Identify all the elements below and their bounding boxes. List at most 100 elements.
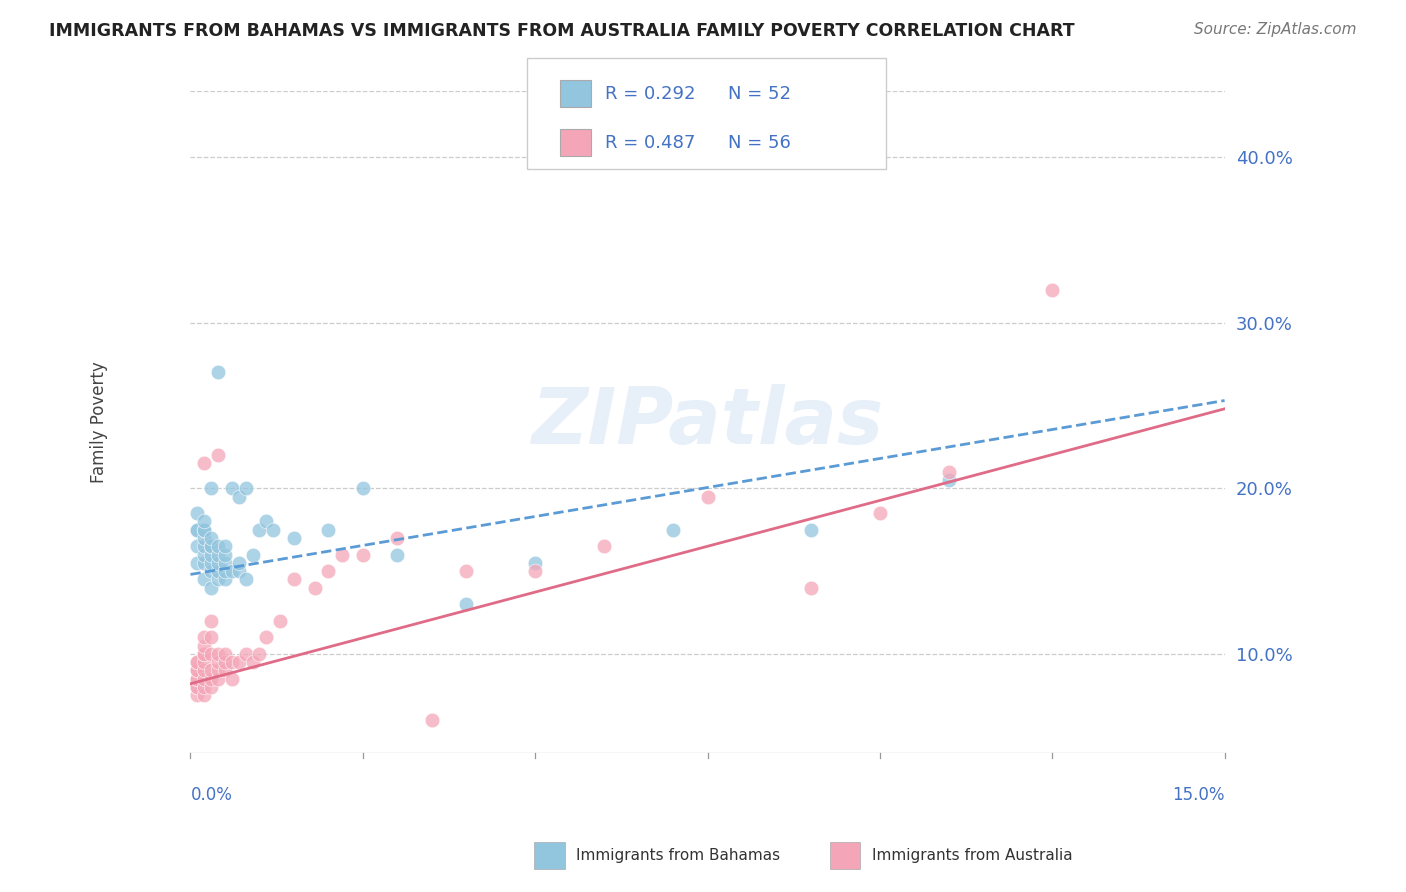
Point: [938, 465, 960, 479]
Text: 15.0%: 15.0%: [1173, 787, 1225, 805]
Text: Family Poverty: Family Poverty: [90, 361, 108, 483]
Point: [228, 655, 250, 669]
Point: [207, 539, 229, 553]
Point: [214, 556, 236, 570]
Point: [221, 672, 243, 686]
Point: [304, 581, 326, 595]
Point: [207, 564, 229, 578]
Point: [214, 664, 236, 678]
Text: Source: ZipAtlas.com: Source: ZipAtlas.com: [1194, 22, 1357, 37]
Text: Immigrants from Australia: Immigrants from Australia: [872, 848, 1073, 863]
Point: [193, 548, 215, 562]
Point: [214, 647, 236, 661]
Point: [186, 655, 208, 669]
Point: [228, 490, 250, 504]
Point: [235, 647, 257, 661]
Point: [200, 581, 222, 595]
Point: [330, 548, 353, 562]
Point: [200, 664, 222, 678]
Point: [318, 523, 340, 537]
Point: [193, 539, 215, 553]
Point: [193, 689, 215, 703]
Point: [214, 573, 236, 587]
Point: [200, 531, 222, 545]
Point: [352, 481, 374, 495]
Point: [193, 515, 215, 529]
Point: [200, 647, 222, 661]
Point: [200, 481, 222, 495]
Point: [352, 548, 374, 562]
Point: [221, 564, 243, 578]
Point: [186, 556, 208, 570]
Point: [869, 506, 891, 520]
Point: [283, 573, 305, 587]
Point: [193, 680, 215, 694]
Point: [193, 655, 215, 669]
Point: [254, 631, 277, 645]
Point: [524, 564, 547, 578]
Point: [1040, 283, 1063, 297]
Point: [193, 672, 215, 686]
Point: [207, 573, 229, 587]
Point: [186, 664, 208, 678]
Point: [193, 573, 215, 587]
Text: Immigrants from Bahamas: Immigrants from Bahamas: [576, 848, 780, 863]
Text: R = 0.487: R = 0.487: [605, 134, 695, 152]
Point: [283, 531, 305, 545]
Point: [193, 647, 215, 661]
Point: [235, 573, 257, 587]
Point: [186, 523, 208, 537]
Point: [200, 564, 222, 578]
Text: 0.0%: 0.0%: [190, 787, 232, 805]
Text: N = 56: N = 56: [728, 134, 792, 152]
Point: [207, 655, 229, 669]
Point: [387, 531, 409, 545]
Point: [593, 539, 616, 553]
Point: [200, 556, 222, 570]
Point: [200, 631, 222, 645]
Point: [214, 539, 236, 553]
Point: [938, 473, 960, 487]
Point: [186, 655, 208, 669]
Point: [207, 672, 229, 686]
Text: IMMIGRANTS FROM BAHAMAS VS IMMIGRANTS FROM AUSTRALIA FAMILY POVERTY CORRELATION : IMMIGRANTS FROM BAHAMAS VS IMMIGRANTS FR…: [49, 22, 1074, 40]
Point: [696, 490, 718, 504]
Point: [228, 564, 250, 578]
Point: [200, 680, 222, 694]
Point: [262, 523, 284, 537]
Point: [456, 564, 478, 578]
Point: [186, 672, 208, 686]
Point: [249, 647, 271, 661]
Point: [420, 713, 443, 727]
Point: [387, 548, 409, 562]
Point: [193, 639, 215, 653]
Point: [524, 556, 547, 570]
Point: [193, 556, 215, 570]
Point: [207, 448, 229, 462]
Point: [242, 655, 264, 669]
Point: [193, 631, 215, 645]
Point: [207, 365, 229, 379]
Point: [193, 523, 215, 537]
Point: [228, 556, 250, 570]
Point: [186, 523, 208, 537]
Point: [207, 664, 229, 678]
Point: [254, 515, 277, 529]
Point: [221, 481, 243, 495]
Point: [200, 539, 222, 553]
Point: [269, 614, 291, 628]
Point: [800, 581, 823, 595]
Point: [214, 548, 236, 562]
Point: [207, 556, 229, 570]
Point: [221, 655, 243, 669]
Point: [186, 672, 208, 686]
Point: [207, 647, 229, 661]
Point: [235, 481, 257, 495]
Point: [193, 664, 215, 678]
Point: [200, 672, 222, 686]
Point: [186, 506, 208, 520]
Point: [186, 680, 208, 694]
Point: [193, 523, 215, 537]
Point: [193, 531, 215, 545]
Point: [456, 597, 478, 611]
